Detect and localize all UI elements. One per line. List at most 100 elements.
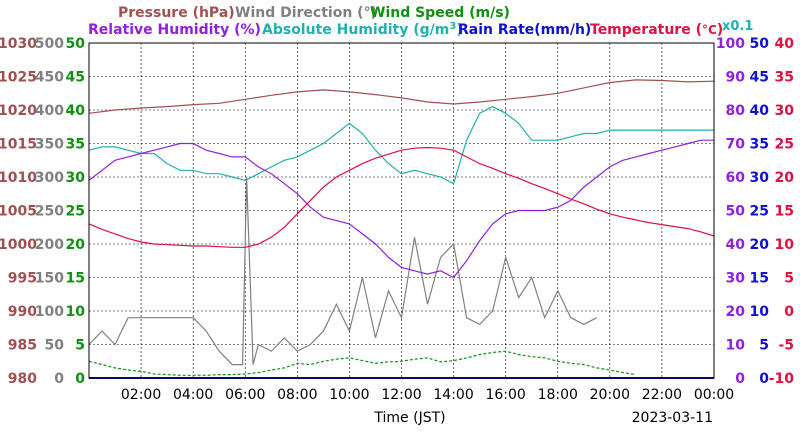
grid <box>89 43 714 378</box>
y-tick-label-wind-speed: 25 <box>66 204 85 220</box>
y-tick-label-wind-speed: 50 <box>66 36 86 52</box>
y-tick-label-rain-rate: 0 <box>759 371 769 387</box>
y-tick-label-rain-rate: 35 <box>750 137 769 153</box>
x-tick-label: 22:00 <box>642 387 682 403</box>
y-tick-label-wind-speed: 45 <box>66 70 85 86</box>
legend-pressure: Pressure (hPa) <box>118 5 235 21</box>
y-tick-label-relative-humidity: 30 <box>726 271 746 287</box>
y-tick-label-temperature: -10 <box>769 371 795 387</box>
x-tick-label: 14:00 <box>433 387 473 403</box>
y-tick-label-rain-rate: 5 <box>759 338 769 354</box>
series-line-pressure <box>88 79 715 114</box>
x-tick-label: 02:00 <box>121 387 161 403</box>
y-tick-label-wind-speed: 40 <box>66 103 86 119</box>
legend-absolute-humidity-sup: 3 <box>449 21 456 32</box>
y-tick-label-rain-rate: 45 <box>750 70 769 86</box>
series-line-wind-speed <box>88 350 636 376</box>
y-tick-label-rain-rate: 30 <box>750 170 770 186</box>
y-tick-label-wind-speed: 5 <box>75 338 85 354</box>
y-tick-label-pressure: 990 <box>8 304 37 320</box>
y-tick-label-wind-direction: 450 <box>35 70 64 86</box>
legend-absolute-humidity-prefix: Absolute Humidity (g/m <box>262 22 449 38</box>
y-tick-label-wind-speed: 20 <box>66 237 86 253</box>
y-tick-label-temperature: 35 <box>775 70 794 86</box>
y-tick-label-relative-humidity: 40 <box>726 237 746 253</box>
y-tick-label-relative-humidity: 70 <box>726 137 746 153</box>
y-tick-label-temperature: 40 <box>775 36 795 52</box>
y-tick-label-pressure: 1010 <box>0 170 37 186</box>
y-tick-label-relative-humidity: 20 <box>726 304 746 320</box>
y-tick-label-wind-direction: 250 <box>35 204 64 220</box>
y-tick-label-wind-direction: 300 <box>35 170 64 186</box>
series-line-wind-direction <box>88 176 598 366</box>
legend-relative-humidity: Relative Humidity (%) <box>88 22 261 38</box>
x-tick-label: 18:00 <box>538 387 578 403</box>
y-tick-label-temperature: -5 <box>778 338 794 354</box>
y-tick-label-relative-humidity: 0 <box>735 371 745 387</box>
y-tick-label-wind-direction: 50 <box>45 338 65 354</box>
axis-ticks: 02:00 04:00 06:00 08:00 10:00 12:00 14:00 16:00… <box>0 36 794 403</box>
x-tick-label: 10:00 <box>329 387 369 403</box>
legend-wind-direction: Wind Direction (°) <box>235 5 377 21</box>
y-tick-label-pressure: 1025 <box>0 70 37 86</box>
y-tick-label-temperature: 10 <box>775 237 795 253</box>
y-tick-label-rain-rate: 20 <box>750 237 770 253</box>
y-tick-label-pressure: 1000 <box>0 237 37 253</box>
legend-wind-speed: Wind Speed (m/s) <box>370 5 510 21</box>
y-tick-label-wind-speed: 35 <box>66 137 85 153</box>
legend: Pressure (hPa) Wind Direction (°) Wind S… <box>88 5 753 38</box>
y-tick-label-rain-rate: 15 <box>750 271 769 287</box>
y-tick-label-pressure: 1015 <box>0 137 37 153</box>
plot-frame <box>88 42 715 379</box>
y-tick-label-pressure: 985 <box>8 338 37 354</box>
y-tick-label-wind-speed: 30 <box>66 170 86 186</box>
y-tick-label-wind-direction: 150 <box>35 271 64 287</box>
x-tick-label: 08:00 <box>277 387 317 403</box>
x-tick-label: 20:00 <box>590 387 630 403</box>
legend-temperature-suffix: ) <box>717 22 723 38</box>
y-tick-label-pressure: 1005 <box>0 204 37 220</box>
y-tick-label-temperature: 20 <box>775 170 795 186</box>
y-tick-label-wind-direction: 400 <box>35 103 64 119</box>
legend-temperature-unit: °C <box>702 23 717 37</box>
x-tick-label: 06:00 <box>225 387 265 403</box>
y-tick-label-pressure: 1020 <box>0 103 37 119</box>
y-tick-label-temperature: 30 <box>775 103 795 119</box>
y-tick-label-pressure: 980 <box>8 371 37 387</box>
y-tick-label-relative-humidity: 50 <box>726 204 746 220</box>
legend-absolute-humidity-suffix: ) <box>456 22 462 38</box>
legend-rain-rate: Rain Rate(mm/h) <box>458 22 591 38</box>
legend-temperature: Temperature (°C) <box>590 22 723 38</box>
y-tick-label-wind-speed: 0 <box>75 371 85 387</box>
y-tick-label-relative-humidity: 80 <box>726 103 746 119</box>
y-tick-label-rain-rate: 25 <box>750 204 769 220</box>
y-tick-label-wind-direction: 500 <box>35 36 64 52</box>
y-tick-label-temperature: 25 <box>775 137 794 153</box>
x-tick-label: 16:00 <box>485 387 525 403</box>
y-tick-label-rain-rate: 10 <box>750 304 770 320</box>
x-tick-label: 12:00 <box>381 387 421 403</box>
series-line-absolute-humidity <box>88 105 714 185</box>
series-line-relative-humidity <box>88 139 714 279</box>
x-tick-label: 00:00 <box>694 387 734 403</box>
y-tick-label-relative-humidity: 60 <box>726 170 746 186</box>
y-tick-label-wind-direction: 200 <box>35 237 64 253</box>
y-tick-label-temperature: 5 <box>784 271 794 287</box>
y-tick-label-wind-direction: 100 <box>35 304 64 320</box>
chart-date: 2023-03-11 <box>632 410 713 426</box>
y-tick-label-relative-humidity: 100 <box>716 36 745 52</box>
y-tick-label-temperature: 15 <box>775 204 794 220</box>
x-axis-label: Time (JST) <box>373 410 445 426</box>
y-tick-label-temperature: 0 <box>784 304 794 320</box>
y-tick-label-rain-rate: 50 <box>750 36 770 52</box>
y-tick-label-pressure: 995 <box>8 271 37 287</box>
y-tick-label-relative-humidity: 10 <box>726 338 746 354</box>
legend-temperature-prefix: Temperature ( <box>590 22 702 38</box>
x-tick-label: 04:00 <box>173 387 213 403</box>
y-tick-label-wind-speed: 15 <box>66 271 85 287</box>
y-tick-label-relative-humidity: 90 <box>726 70 746 86</box>
y-tick-label-wind-direction: 350 <box>35 137 64 153</box>
legend-absolute-humidity: Absolute Humidity (g/m3) <box>262 21 463 38</box>
y-tick-label-pressure: 1030 <box>0 36 37 52</box>
